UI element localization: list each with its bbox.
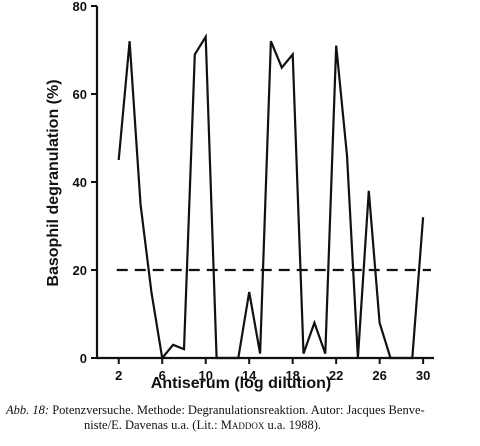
x-tick-label: 6 <box>159 368 166 383</box>
y-tick-label: 0 <box>80 351 87 366</box>
y-tick-label: 40 <box>73 175 87 190</box>
caption-line-2: niste/E. Davenas u.a. (Lit.: Maddox u.a.… <box>6 418 472 433</box>
y-axis-ticks: 0 20 40 60 80 <box>73 0 97 366</box>
caption-line-2-start: niste/E. Davenas u.a. (Lit.: <box>84 418 221 432</box>
caption-author: Maddox <box>220 418 265 432</box>
series-line <box>117 33 425 361</box>
y-tick-label: 80 <box>73 0 87 14</box>
x-tick-label: 10 <box>198 368 212 383</box>
caption-label: Abb. 18: <box>6 403 50 417</box>
caption-line-1: Potenzversuche. Methode: Degranulationsr… <box>52 403 425 417</box>
y-tick-label: 60 <box>73 87 87 102</box>
x-tick-label: 22 <box>329 368 343 383</box>
figure-caption: Abb. 18: Potenzversuche. Methode: Degran… <box>6 403 472 433</box>
x-tick-label: 18 <box>285 368 299 383</box>
x-tick-label: 14 <box>242 368 257 383</box>
x-axis-title: Antiserum (log dilution) <box>151 375 331 392</box>
x-axis-ticks: 2 6 10 14 18 22 26 30 <box>115 358 430 383</box>
caption-line-2-end: u.a. 1988). <box>264 418 321 432</box>
y-axis-title: Basophil degranulation (%) <box>45 79 62 286</box>
x-tick-label: 2 <box>115 368 122 383</box>
x-tick-label: 26 <box>372 368 386 383</box>
x-tick-label: 30 <box>416 368 430 383</box>
y-tick-label: 20 <box>73 263 87 278</box>
